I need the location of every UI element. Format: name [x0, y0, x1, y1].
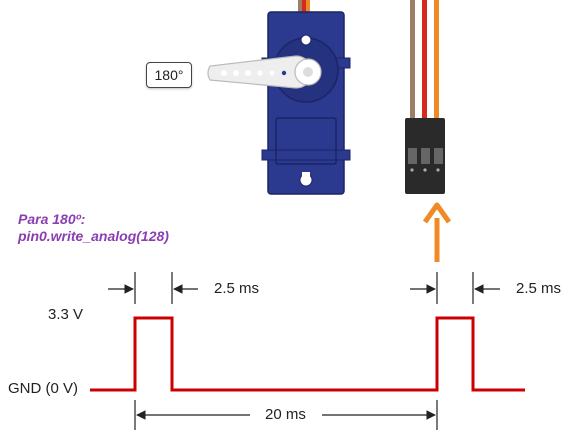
servo-wires: [298, 0, 310, 16]
servo-motor: [261, 11, 351, 195]
code-note-title: Para 180º:: [18, 211, 86, 227]
connector-wires: [410, 0, 439, 122]
period-dimension: [134, 400, 438, 430]
pulse-width-dimension-1: [108, 272, 198, 304]
pwm-signal-line: [90, 316, 525, 392]
pulse-width-dimension-2: [410, 272, 500, 304]
pulse-width-label-2: 2.5 ms: [516, 280, 562, 297]
period-label: 20 ms: [265, 406, 306, 423]
code-note-statement: pin0.write_analog(128): [18, 228, 169, 244]
pulse-width-label-1: 2.5 ms: [214, 280, 260, 297]
code-note: Para 180º: pin0.write_analog(128): [18, 211, 169, 245]
signal-arrow-icon: [422, 202, 452, 262]
pin-connector: [405, 118, 445, 194]
ground-label: GND (0 V): [8, 380, 79, 397]
angle-badge: 180°: [146, 62, 192, 88]
servo-horn: [207, 55, 322, 89]
high-voltage-label: 3.3 V: [48, 306, 84, 323]
